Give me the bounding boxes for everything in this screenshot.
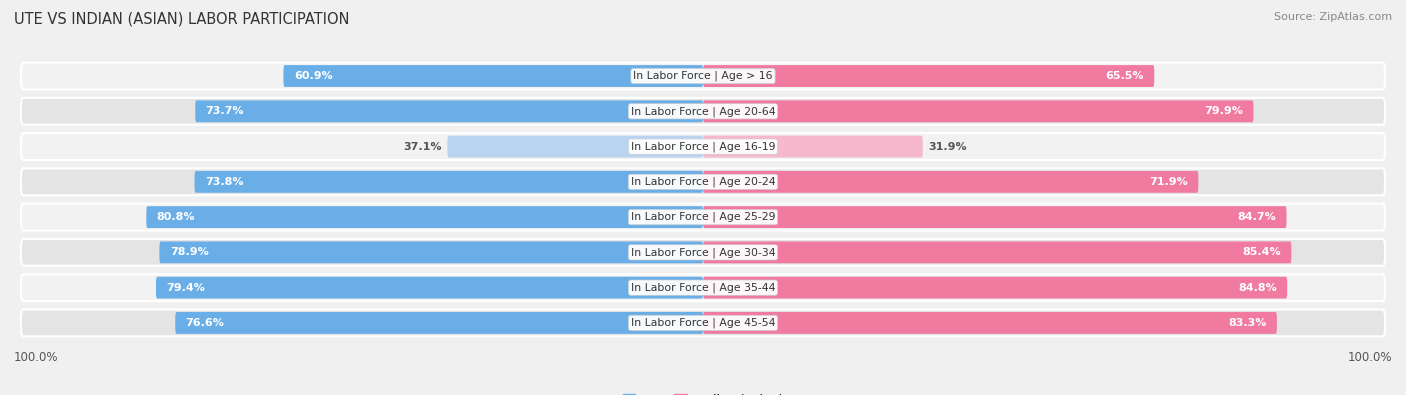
Text: In Labor Force | Age 45-54: In Labor Force | Age 45-54 — [631, 318, 775, 328]
FancyBboxPatch shape — [176, 312, 703, 334]
FancyBboxPatch shape — [194, 171, 703, 193]
FancyBboxPatch shape — [195, 100, 703, 122]
FancyBboxPatch shape — [703, 135, 922, 158]
FancyBboxPatch shape — [703, 171, 1198, 193]
Text: 84.7%: 84.7% — [1237, 212, 1277, 222]
Text: In Labor Force | Age 25-29: In Labor Force | Age 25-29 — [631, 212, 775, 222]
Text: 71.9%: 71.9% — [1149, 177, 1188, 187]
Text: Source: ZipAtlas.com: Source: ZipAtlas.com — [1274, 12, 1392, 22]
Text: 73.8%: 73.8% — [205, 177, 243, 187]
Text: 85.4%: 85.4% — [1243, 247, 1281, 258]
FancyBboxPatch shape — [703, 277, 1288, 299]
Text: 80.8%: 80.8% — [156, 212, 195, 222]
Text: 73.7%: 73.7% — [205, 106, 245, 116]
Text: In Labor Force | Age 30-34: In Labor Force | Age 30-34 — [631, 247, 775, 258]
FancyBboxPatch shape — [703, 241, 1291, 263]
Text: In Labor Force | Age 20-64: In Labor Force | Age 20-64 — [631, 106, 775, 117]
Text: In Labor Force | Age 35-44: In Labor Force | Age 35-44 — [631, 282, 775, 293]
Text: In Labor Force | Age 20-24: In Labor Force | Age 20-24 — [631, 177, 775, 187]
Text: In Labor Force | Age 16-19: In Labor Force | Age 16-19 — [631, 141, 775, 152]
FancyBboxPatch shape — [21, 274, 1385, 301]
FancyBboxPatch shape — [156, 277, 703, 299]
FancyBboxPatch shape — [703, 100, 1254, 122]
Text: 60.9%: 60.9% — [294, 71, 333, 81]
Text: 37.1%: 37.1% — [404, 141, 441, 152]
FancyBboxPatch shape — [21, 168, 1385, 195]
Text: 78.9%: 78.9% — [170, 247, 208, 258]
Text: 31.9%: 31.9% — [928, 141, 967, 152]
Text: In Labor Force | Age > 16: In Labor Force | Age > 16 — [633, 71, 773, 81]
Text: 100.0%: 100.0% — [1347, 351, 1392, 364]
Text: 79.9%: 79.9% — [1205, 106, 1243, 116]
FancyBboxPatch shape — [21, 239, 1385, 266]
Text: 84.8%: 84.8% — [1239, 283, 1277, 293]
Text: 83.3%: 83.3% — [1229, 318, 1267, 328]
FancyBboxPatch shape — [284, 65, 703, 87]
FancyBboxPatch shape — [21, 63, 1385, 89]
Text: 65.5%: 65.5% — [1105, 71, 1144, 81]
FancyBboxPatch shape — [703, 312, 1277, 334]
Text: 100.0%: 100.0% — [14, 351, 59, 364]
Text: 79.4%: 79.4% — [166, 283, 205, 293]
Text: UTE VS INDIAN (ASIAN) LABOR PARTICIPATION: UTE VS INDIAN (ASIAN) LABOR PARTICIPATIO… — [14, 12, 350, 27]
FancyBboxPatch shape — [703, 65, 1154, 87]
FancyBboxPatch shape — [21, 98, 1385, 125]
FancyBboxPatch shape — [146, 206, 703, 228]
Legend: Ute, Indian (Asian): Ute, Indian (Asian) — [623, 393, 783, 395]
FancyBboxPatch shape — [447, 135, 703, 158]
FancyBboxPatch shape — [21, 133, 1385, 160]
FancyBboxPatch shape — [21, 310, 1385, 336]
FancyBboxPatch shape — [703, 206, 1286, 228]
Text: 76.6%: 76.6% — [186, 318, 225, 328]
FancyBboxPatch shape — [21, 204, 1385, 231]
FancyBboxPatch shape — [159, 241, 703, 263]
